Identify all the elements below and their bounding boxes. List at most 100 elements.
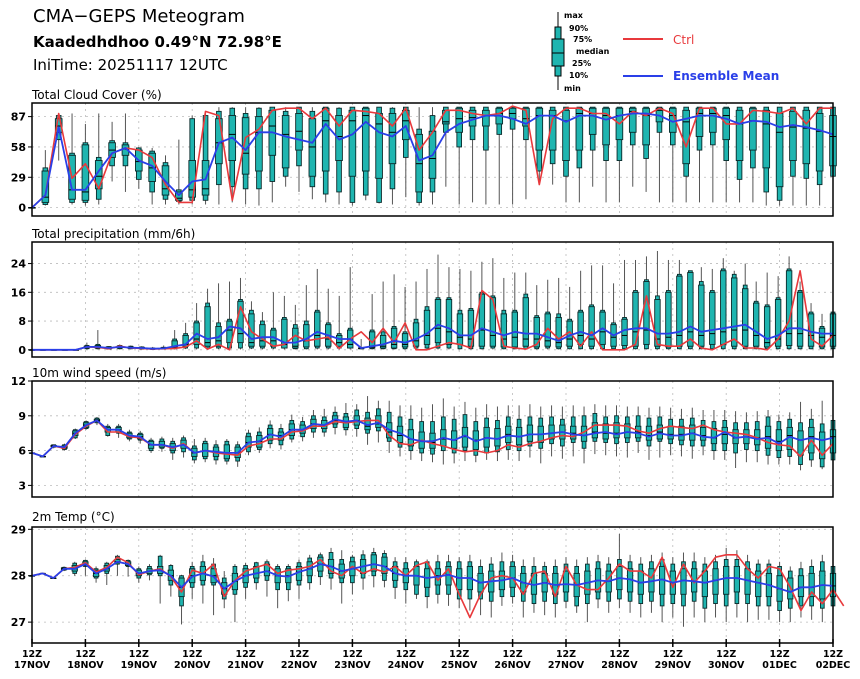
box-26 bbox=[314, 268, 321, 350]
box-16 bbox=[204, 288, 211, 350]
box-inner bbox=[613, 422, 620, 439]
legend-p10-label: 10% bbox=[569, 71, 589, 80]
box-52 bbox=[591, 404, 599, 455]
box-inner bbox=[699, 426, 707, 441]
xtick-date-label: 20NOV bbox=[174, 660, 211, 671]
xtick-hour-label: 12Z bbox=[129, 649, 149, 660]
box-inner bbox=[489, 297, 497, 347]
xtick-hour-label: 12Z bbox=[503, 649, 523, 660]
box-36 bbox=[508, 106, 517, 205]
box-31 bbox=[364, 396, 371, 445]
box-54 bbox=[749, 106, 757, 203]
box-60 bbox=[687, 270, 694, 350]
legend-mean-label: Ensemble Mean bbox=[673, 69, 780, 83]
box-inner bbox=[303, 324, 310, 348]
box-inner bbox=[763, 306, 771, 348]
xtick-hour-label: 12Z bbox=[609, 649, 629, 660]
box-33 bbox=[468, 106, 477, 203]
box-66 bbox=[733, 550, 741, 618]
box-71 bbox=[797, 401, 804, 471]
ensemble-mean-line bbox=[31, 112, 834, 209]
box-inner bbox=[54, 118, 63, 133]
box-inner bbox=[522, 297, 529, 347]
box-42 bbox=[477, 559, 484, 616]
box-inner bbox=[535, 107, 544, 151]
xtick-hour-label: 12Z bbox=[556, 649, 576, 660]
box-inner bbox=[548, 109, 557, 151]
box-inner bbox=[226, 320, 233, 344]
panel-title: Total precipitation (mm/6h) bbox=[31, 227, 195, 241]
xtick-date-label: 01DEC bbox=[762, 660, 797, 671]
box-44 bbox=[505, 405, 512, 460]
box-68 bbox=[774, 276, 782, 350]
box-35 bbox=[407, 405, 415, 460]
panel-frame bbox=[31, 380, 834, 498]
xtick-hour-label: 12Z bbox=[236, 649, 256, 660]
box-25 bbox=[361, 106, 370, 201]
box-64 bbox=[731, 270, 738, 350]
legend-min-label: min bbox=[564, 84, 581, 93]
box-59 bbox=[676, 259, 683, 350]
legend-p90-label: 90% bbox=[569, 24, 589, 33]
box-70 bbox=[796, 281, 804, 350]
chart-title: CMA−GEPS Meteogram bbox=[33, 6, 245, 27]
box-14 bbox=[178, 574, 185, 625]
legend-p25-label: 25% bbox=[572, 59, 592, 68]
box-43 bbox=[494, 406, 501, 462]
box-inner bbox=[379, 334, 387, 349]
box-3 bbox=[68, 113, 76, 205]
box-inner bbox=[482, 109, 490, 127]
box-inner bbox=[687, 272, 694, 347]
box-71 bbox=[787, 566, 794, 623]
xtick-hour-label: 12Z bbox=[396, 649, 416, 660]
box-34 bbox=[401, 286, 409, 350]
box-62 bbox=[691, 552, 698, 618]
box-inner bbox=[259, 324, 266, 347]
box-28 bbox=[336, 295, 343, 350]
ytick-label: 9 bbox=[18, 410, 26, 423]
xtick-hour-label: 12Z bbox=[770, 649, 790, 660]
box-58 bbox=[665, 259, 672, 350]
box-inner bbox=[667, 425, 674, 440]
xtick-date-label: 23NOV bbox=[334, 660, 371, 671]
box-14 bbox=[215, 107, 223, 205]
box-47 bbox=[655, 106, 664, 203]
xtick-hour-label: 12Z bbox=[75, 649, 95, 660]
box-48 bbox=[669, 106, 677, 203]
box-64 bbox=[712, 554, 719, 618]
box-69 bbox=[785, 256, 793, 350]
box-inner bbox=[456, 568, 463, 591]
xtick-date-label: 21NOV bbox=[227, 660, 264, 671]
ytick-label: 87 bbox=[11, 111, 26, 124]
ensemble-mean-line bbox=[32, 323, 833, 351]
box-18 bbox=[226, 281, 233, 350]
ytick-label: 16 bbox=[11, 286, 27, 299]
panel-1: Total precipitation (mm/6h) 0 8 16 24 bbox=[11, 227, 837, 358]
ensemble-mean-line bbox=[31, 560, 834, 593]
box-52 bbox=[599, 265, 606, 350]
xtick-hour-label: 12Z bbox=[22, 649, 42, 660]
box-inner bbox=[308, 118, 317, 177]
box-15 bbox=[189, 561, 196, 599]
box-inner bbox=[555, 317, 562, 348]
box-20 bbox=[242, 562, 249, 599]
box-inner bbox=[588, 107, 597, 135]
box-inner bbox=[314, 311, 321, 347]
box-inner bbox=[412, 322, 420, 347]
box-31 bbox=[442, 106, 450, 187]
ytick-label: 28 bbox=[11, 570, 26, 583]
ytick-label: 27 bbox=[11, 616, 26, 629]
box-45 bbox=[628, 106, 637, 187]
box-62 bbox=[709, 268, 716, 350]
box-38 bbox=[440, 398, 447, 465]
panel-frame bbox=[31, 526, 834, 644]
box-outer bbox=[483, 106, 489, 151]
box-17 bbox=[255, 107, 263, 206]
box-65 bbox=[742, 263, 749, 350]
box-inner bbox=[642, 107, 650, 146]
box-inner bbox=[752, 302, 760, 347]
box-56 bbox=[626, 554, 634, 613]
xtick-date-label: 29NOV bbox=[655, 660, 692, 671]
box-inner bbox=[797, 575, 805, 598]
box-39 bbox=[445, 554, 452, 606]
